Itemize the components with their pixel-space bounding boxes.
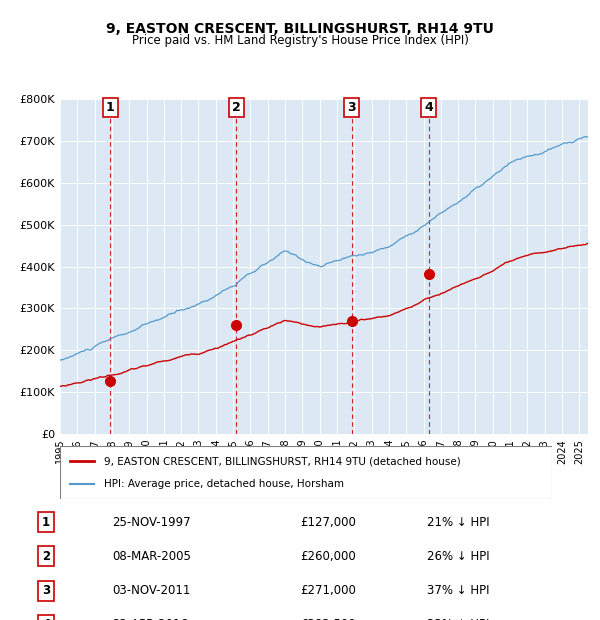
- Text: 1: 1: [42, 516, 50, 529]
- Text: Price paid vs. HM Land Registry's House Price Index (HPI): Price paid vs. HM Land Registry's House …: [131, 34, 469, 47]
- Text: 2: 2: [232, 101, 241, 114]
- Text: 1: 1: [106, 101, 115, 114]
- Text: £271,000: £271,000: [300, 584, 356, 597]
- Text: 08-MAR-2005: 08-MAR-2005: [112, 550, 191, 563]
- Text: 4: 4: [42, 618, 50, 620]
- Text: 2: 2: [42, 550, 50, 563]
- Text: 21% ↓ HPI: 21% ↓ HPI: [427, 516, 490, 529]
- Text: 25-NOV-1997: 25-NOV-1997: [112, 516, 191, 529]
- Text: 03-NOV-2011: 03-NOV-2011: [112, 584, 191, 597]
- Text: 33% ↓ HPI: 33% ↓ HPI: [427, 618, 490, 620]
- Text: 26% ↓ HPI: 26% ↓ HPI: [427, 550, 490, 563]
- Text: 9, EASTON CRESCENT, BILLINGSHURST, RH14 9TU (detached house): 9, EASTON CRESCENT, BILLINGSHURST, RH14 …: [104, 456, 461, 466]
- Text: 37% ↓ HPI: 37% ↓ HPI: [427, 584, 490, 597]
- Text: £382,500: £382,500: [300, 618, 356, 620]
- Text: £260,000: £260,000: [300, 550, 356, 563]
- Text: 3: 3: [347, 101, 356, 114]
- Text: HPI: Average price, detached house, Horsham: HPI: Average price, detached house, Hors…: [104, 479, 344, 489]
- FancyBboxPatch shape: [60, 446, 552, 499]
- Text: 9, EASTON CRESCENT, BILLINGSHURST, RH14 9TU: 9, EASTON CRESCENT, BILLINGSHURST, RH14 …: [106, 22, 494, 36]
- Text: 4: 4: [425, 101, 433, 114]
- Text: 3: 3: [42, 584, 50, 597]
- Text: 22-APR-2016: 22-APR-2016: [112, 618, 188, 620]
- Text: £127,000: £127,000: [300, 516, 356, 529]
